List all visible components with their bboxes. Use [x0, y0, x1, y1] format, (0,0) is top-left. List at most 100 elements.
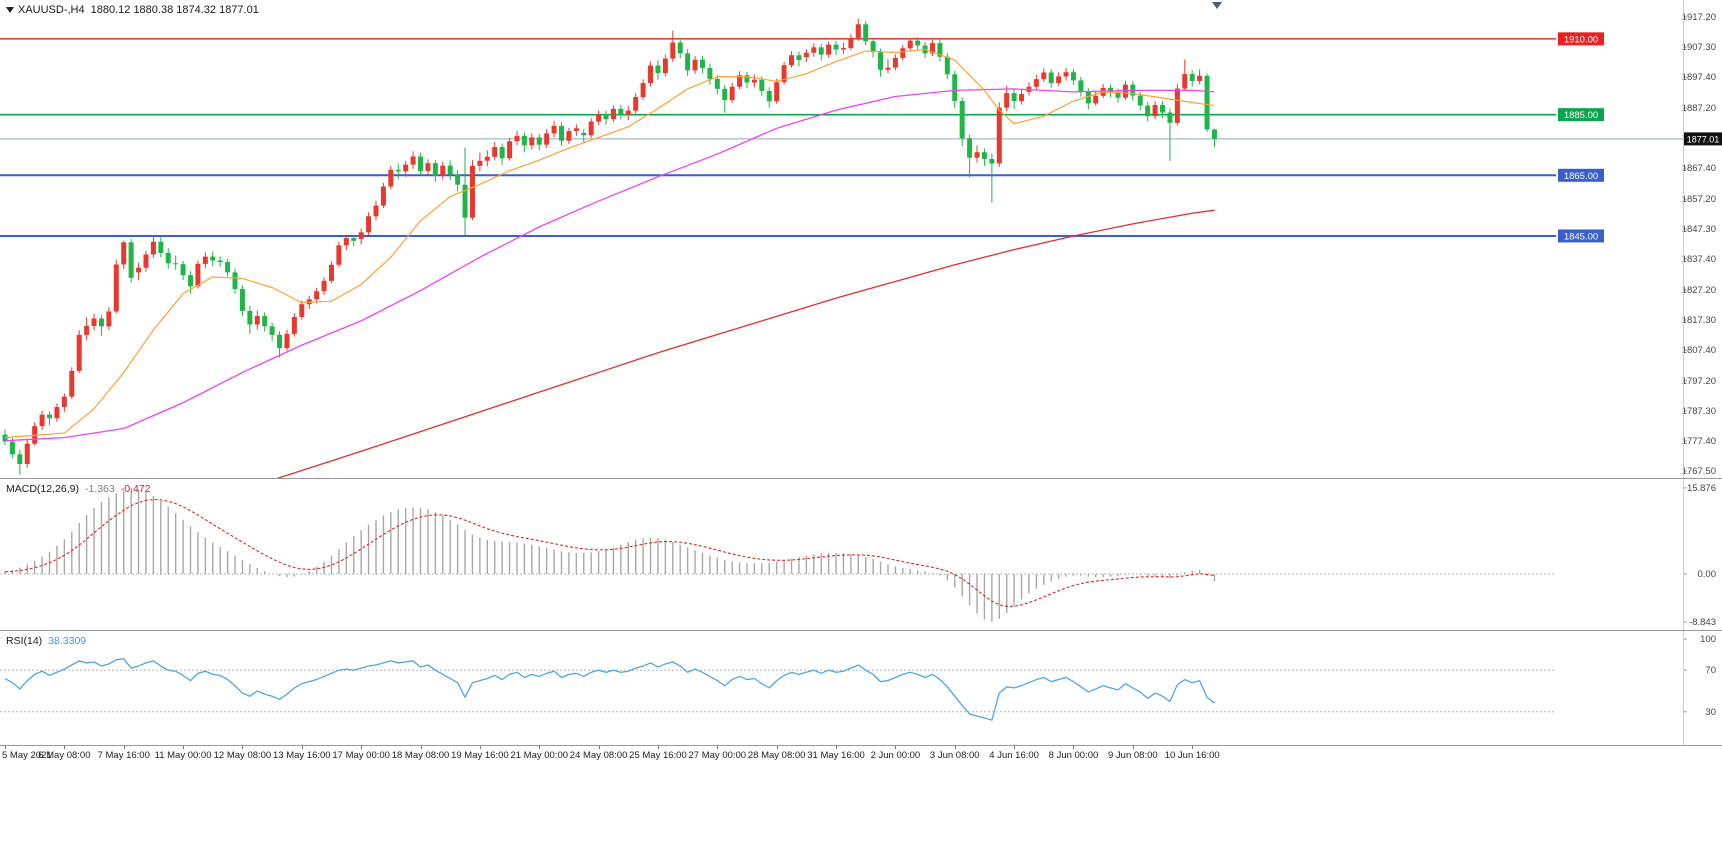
ma-slow-line — [276, 209, 1215, 478]
time-label: 7 May 16:00 — [97, 750, 150, 761]
svg-text:1787.30: 1787.30 — [1682, 406, 1716, 417]
rsi-label-bar: RSI(14) 38.3309 — [6, 635, 86, 647]
macd-label-bar: MACD(12,26,9) -1.363 -0.472 — [6, 483, 151, 495]
panel-divider[interactable] — [0, 630, 1722, 631]
price-level-line[interactable]: 1885.00 — [0, 108, 1604, 122]
time-label: 5 May 2021 — [2, 750, 52, 761]
macd-histogram — [4, 487, 1216, 622]
time-label: 24 May 08:00 — [569, 750, 628, 761]
svg-text:1865.00: 1865.00 — [1564, 171, 1598, 182]
macd-axis[interactable]: 15.876 0.00 -8.843 — [1683, 483, 1716, 628]
time-tick — [64, 746, 66, 749]
time-tick — [301, 746, 303, 749]
price-line-label — [1558, 168, 1604, 182]
main-chart-canvas[interactable]: 1910.00 1885.00 1865.00 1845.00 1917.20 1907.… — [0, 0, 1722, 478]
rsi-indicator-label: RSI(14) — [6, 635, 43, 647]
time-label: 2 Jun 00:00 — [870, 750, 921, 761]
price-level-line[interactable]: 1845.00 — [0, 229, 1604, 243]
macd-signal-value: -0.472 — [120, 483, 151, 495]
time-tick — [895, 746, 897, 749]
time-label: 25 May 16:00 — [629, 750, 687, 761]
svg-text:1910.00: 1910.00 — [1564, 34, 1598, 45]
price-level-line[interactable]: 1910.00 — [0, 32, 1604, 46]
time-tick — [776, 746, 778, 749]
time-tick — [657, 746, 659, 749]
svg-text:1885.00: 1885.00 — [1564, 110, 1598, 121]
rsi-axis[interactable]: 100 70 30 — [1683, 634, 1716, 718]
svg-text:1887.20: 1887.20 — [1682, 103, 1716, 114]
price-line-label — [1558, 229, 1604, 243]
svg-text:1797.20: 1797.20 — [1682, 376, 1716, 387]
time-label: 17 May 00:00 — [332, 750, 390, 761]
svg-text:1827.20: 1827.20 — [1682, 285, 1716, 296]
time-label: 9 Jun 08:00 — [1108, 750, 1158, 761]
time-tick — [836, 746, 838, 749]
svg-text:0.00: 0.00 — [1698, 569, 1717, 580]
time-axis[interactable]: 5 May 2021 6 May 08:00 7 May 16:00 11 May 0… — [0, 746, 1722, 764]
rsi-panel-canvas[interactable]: 100 70 30 — [0, 631, 1722, 745]
time-label: 11 May 00:00 — [154, 750, 212, 761]
svg-text:1897.40: 1897.40 — [1682, 72, 1716, 83]
macd-indicator-label: MACD(12,26,9) — [6, 483, 79, 495]
time-label: 10 Jun 16:00 — [1164, 750, 1220, 761]
svg-text:70: 70 — [1705, 665, 1716, 676]
svg-text:1807.40: 1807.40 — [1682, 345, 1716, 356]
time-tick — [539, 746, 541, 749]
symbol-timeframe-label: XAUUSD-,H4 — [18, 4, 85, 16]
time-label: 12 May 08:00 — [213, 750, 272, 761]
time-label: 21 May 00:00 — [510, 750, 569, 761]
panel-divider[interactable] — [0, 745, 1722, 746]
price-axis[interactable]: 1917.201907.301897.401887.201877.401867.… — [1682, 12, 1716, 477]
price-level-line[interactable]: 1865.00 — [0, 168, 1604, 182]
time-label: 28 May 08:00 — [747, 750, 806, 761]
time-label: 19 May 16:00 — [451, 750, 509, 761]
rsi-value: 38.3309 — [48, 635, 87, 647]
svg-text:1867.40: 1867.40 — [1682, 163, 1716, 174]
time-tick — [717, 746, 719, 749]
time-label: 6 May 08:00 — [38, 750, 91, 761]
time-tick — [1014, 746, 1016, 749]
macd-signal-line — [4, 499, 1215, 607]
time-label: 4 Jun 16:00 — [989, 750, 1039, 761]
macd-panel-canvas[interactable]: 15.876 0.00 -8.843 — [0, 479, 1722, 630]
candles-layer — [2, 18, 1217, 475]
time-tick — [598, 746, 600, 749]
time-label: 8 Jun 00:00 — [1048, 750, 1099, 761]
time-label: 31 May 16:00 — [807, 750, 865, 761]
panel-divider[interactable] — [0, 478, 1722, 479]
price-axis-separator — [1683, 0, 1684, 745]
price-line-label — [1558, 32, 1604, 46]
price-line-label — [1558, 108, 1604, 122]
time-label: 13 May 16:00 — [273, 750, 331, 761]
symbol-marker-icon — [6, 7, 14, 14]
svg-text:1877.01: 1877.01 — [1687, 134, 1720, 144]
svg-text:1817.30: 1817.30 — [1682, 315, 1716, 326]
macd-main-value: -1.363 — [84, 483, 115, 495]
time-label: 18 May 08:00 — [391, 750, 450, 761]
svg-text:15.876: 15.876 — [1687, 483, 1716, 494]
time-tick — [1192, 746, 1194, 749]
current-price-label: 1877.01 — [1684, 132, 1722, 146]
time-tick — [123, 746, 125, 749]
svg-text:1777.40: 1777.40 — [1682, 436, 1716, 447]
svg-text:1845.00: 1845.00 — [1564, 231, 1598, 242]
time-tick — [1073, 746, 1075, 749]
time-label: 27 May 00:00 — [688, 750, 747, 761]
svg-text:-8.843: -8.843 — [1689, 617, 1716, 628]
svg-text:1857.20: 1857.20 — [1682, 194, 1716, 205]
ma-fast-line — [4, 48, 1215, 439]
ma-mid-line — [4, 88, 1215, 442]
time-tick — [1132, 746, 1134, 749]
time-tick — [5, 746, 6, 749]
svg-text:1837.40: 1837.40 — [1682, 254, 1716, 265]
time-tick — [479, 746, 481, 749]
time-tick — [242, 746, 244, 749]
rsi-line — [4, 658, 1215, 721]
time-tick — [420, 746, 422, 749]
time-label: 3 Jun 08:00 — [929, 750, 980, 761]
svg-text:1917.20: 1917.20 — [1682, 12, 1716, 23]
svg-text:1847.30: 1847.30 — [1682, 224, 1716, 235]
svg-text:1767.50: 1767.50 — [1682, 466, 1716, 477]
svg-text:30: 30 — [1705, 707, 1716, 718]
